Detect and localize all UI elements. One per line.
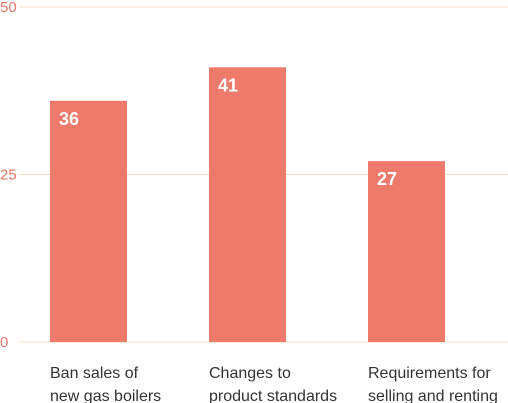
value-label-1: 36 <box>59 109 79 129</box>
bars <box>50 67 445 343</box>
bar-2 <box>209 67 286 343</box>
category-label-1: Ban sales of new gas boilers <box>50 365 161 403</box>
category-label-3: Requirements for selling and renting <box>368 365 498 403</box>
y-tick-label-0: 0 <box>0 334 8 351</box>
y-axis-ticks: 0 25 50 <box>0 0 17 351</box>
value-label-2: 41 <box>218 75 238 95</box>
y-tick-label-25: 25 <box>0 167 17 184</box>
bar-3 <box>368 161 445 342</box>
category-labels: Ban sales of new gas boilers Changes to pro… <box>50 365 498 403</box>
bar-1 <box>50 100 127 342</box>
value-labels: 36 41 27 <box>59 75 397 189</box>
category-label-2: Changes to product standards <box>209 365 337 403</box>
value-label-3: 27 <box>377 169 397 189</box>
y-tick-label-50: 50 <box>0 0 17 16</box>
